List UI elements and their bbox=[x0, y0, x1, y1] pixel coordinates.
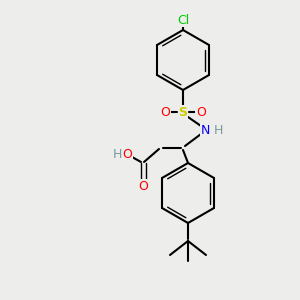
Text: H: H bbox=[213, 124, 223, 136]
Text: O: O bbox=[122, 148, 132, 161]
Text: O: O bbox=[196, 106, 206, 118]
Text: H: H bbox=[112, 148, 122, 161]
Text: N: N bbox=[200, 124, 210, 136]
Text: O: O bbox=[160, 106, 170, 118]
Text: Cl: Cl bbox=[177, 14, 189, 26]
Text: O: O bbox=[138, 179, 148, 193]
Text: S: S bbox=[178, 106, 188, 118]
